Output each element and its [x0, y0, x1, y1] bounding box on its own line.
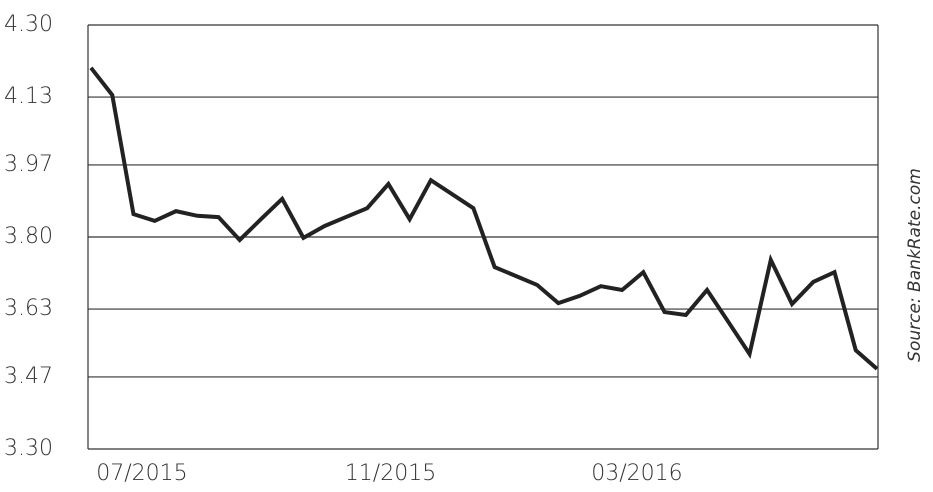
y-tick-label: 3.80	[4, 224, 53, 249]
source-note: Source: BankRate.com	[905, 168, 925, 362]
y-tick-label: 3.30	[4, 436, 53, 461]
x-tick-label: 07/2015	[96, 461, 187, 486]
y-tick-label: 4.13	[4, 84, 53, 109]
y-tick-label: 3.97	[4, 152, 53, 177]
y-tick-label: 4.30	[4, 12, 53, 37]
x-tick-label: 11/2015	[345, 461, 436, 486]
data-line	[89, 66, 879, 371]
y-tick-label: 3.47	[4, 364, 53, 389]
y-tick-label: 3.63	[4, 296, 53, 321]
x-tick-label: 03/2016	[591, 461, 682, 486]
